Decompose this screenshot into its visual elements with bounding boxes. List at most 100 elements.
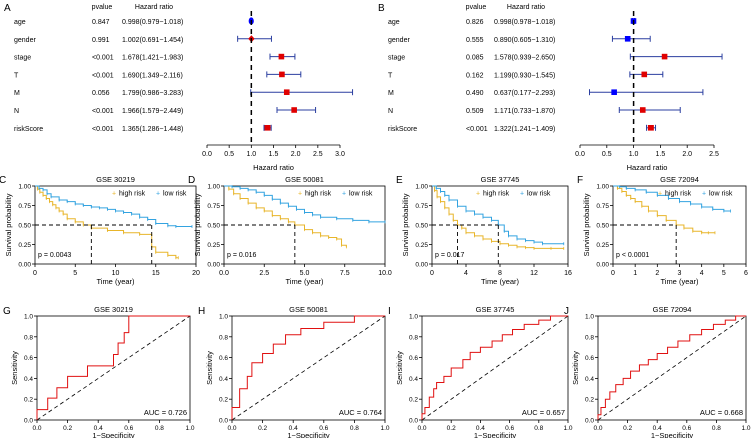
x-tick-label: 0.2 <box>63 425 72 432</box>
y-tick-label: 0.75 <box>596 203 609 210</box>
y-tick-label: 0.00 <box>18 262 31 269</box>
y-tick-label: 0.2 <box>24 397 33 404</box>
x-tick-label: 10.0 <box>378 270 392 277</box>
x-tick-label: 2.5 <box>709 151 719 158</box>
x-tick-label: 0.4 <box>653 425 662 432</box>
y-tick-label: 0.0 <box>219 418 228 425</box>
x-tick-label: 0.0 <box>575 151 585 158</box>
x-tick-label: 0.6 <box>682 425 691 432</box>
panel-label-d: D <box>188 175 195 186</box>
variable-label: T <box>388 72 393 79</box>
x-tick-label: 4 <box>700 270 704 277</box>
x-axis-title: 1−Specificity <box>651 431 694 438</box>
y-tick-label: 0.50 <box>18 223 31 230</box>
hazard-ratio-value: 1.678(1.421−1.983) <box>122 55 183 62</box>
y-tick-label: 0.6 <box>219 355 228 362</box>
hazard-ratio-value: 0.998(0.979−1.018) <box>122 19 183 26</box>
y-tick-label: 1.0 <box>409 314 418 321</box>
x-tick-label: 2.5 <box>259 270 269 277</box>
variable-label: M <box>388 90 394 97</box>
diagonal-reference-line <box>597 315 747 421</box>
x-tick-label: 3 <box>678 270 682 277</box>
x-tick-label: 2.0 <box>682 151 692 158</box>
x-tick-label: 0.8 <box>712 425 721 432</box>
y-tick-label: 1.0 <box>219 314 228 321</box>
x-tick-label: 2 <box>655 270 659 277</box>
x-tick-label: 0.4 <box>289 425 298 432</box>
x-tick-label: 0.2 <box>623 425 632 432</box>
y-tick-label: 0.00 <box>415 262 428 269</box>
y-tick-label: 0.75 <box>415 203 428 210</box>
variable-label: stage <box>388 55 405 62</box>
variable-label: M <box>14 90 20 97</box>
hazard-ratio-value: 0.637(0.177−2.293) <box>494 90 555 97</box>
auc-label: AUC = 0.657 <box>522 408 565 417</box>
variable-label: N <box>388 108 393 115</box>
chart-title: GSE 50081 <box>289 305 328 314</box>
x-axis-title: Hazard ratio <box>253 163 294 172</box>
x-tick-label: 0.6 <box>124 425 133 432</box>
pvalue-value: 0.555 <box>466 37 484 44</box>
diagonal-reference-line <box>36 315 191 421</box>
hazard-ratio-value: 1.002(0.691−1.454) <box>122 37 183 44</box>
hazard-ratio-point <box>264 125 271 131</box>
x-tick-label: 0.8 <box>350 425 359 432</box>
y-axis-title: Sensitivity <box>571 351 580 385</box>
chart-title: GSE 37745 <box>476 305 515 314</box>
legend-low-risk-label: low risk <box>349 191 373 198</box>
pvalue-value: <0.001 <box>92 126 114 133</box>
plot-frame <box>597 315 747 421</box>
x-tick-label: 1.0 <box>629 151 639 158</box>
pvalue-value: 0.991 <box>92 37 110 44</box>
high-risk-curve <box>613 185 715 234</box>
y-tick-label: 0.25 <box>207 242 220 249</box>
x-tick-label: 2.0 <box>291 151 301 158</box>
x-tick-label: 3.0 <box>335 151 345 158</box>
hazard-ratio-point <box>647 125 654 131</box>
variable-label: gender <box>388 37 410 44</box>
chart-title: GSE 72094 <box>660 175 699 184</box>
x-tick-label: 0.0 <box>227 425 236 432</box>
x-tick-label: 1.0 <box>185 425 194 432</box>
y-tick-label: 0.6 <box>409 355 418 362</box>
x-tick-label: 0.8 <box>534 425 543 432</box>
y-axis-title: Survival probability <box>193 193 202 256</box>
x-tick-label: 5.0 <box>300 270 310 277</box>
pvalue-value: <0.001 <box>92 55 114 62</box>
log-rank-pvalue: p = 0.0043 <box>38 252 71 259</box>
log-rank-pvalue: p = 0.017 <box>435 252 464 259</box>
hazard-ratio-value: 0.890(0.605−1.310) <box>494 37 555 44</box>
x-tick-label: 0.0 <box>219 270 229 277</box>
panel-label-g: G <box>3 306 11 317</box>
panel-label-c: C <box>0 175 6 186</box>
y-tick-label: 1.00 <box>596 184 609 191</box>
panel-label-h: H <box>198 306 205 317</box>
pvalue-column-header: pvalue <box>92 4 113 11</box>
log-rank-pvalue: p = 0.016 <box>227 252 256 259</box>
x-tick-label: 1.0 <box>741 425 750 432</box>
y-tick-label: 1.0 <box>585 314 594 321</box>
y-axis-title: Sensitivity <box>395 351 404 385</box>
variable-label: N <box>14 108 19 115</box>
y-axis-title: Sensitivity <box>10 351 19 385</box>
pvalue-value: 0.085 <box>466 55 484 62</box>
y-tick-label: 0.0 <box>409 418 418 425</box>
y-axis-title: Sensitivity <box>205 351 214 385</box>
y-tick-label: 1.00 <box>207 184 220 191</box>
x-tick-label: 0.0 <box>593 425 602 432</box>
y-tick-label: 0.2 <box>409 397 418 404</box>
auc-label: AUC = 0.764 <box>339 408 382 417</box>
y-tick-label: 0.25 <box>415 242 428 249</box>
chart-title: GSE 72094 <box>653 305 692 314</box>
chart-title: GSE 37745 <box>481 175 520 184</box>
pvalue-column-header: pvalue <box>466 4 487 11</box>
y-tick-label: 0.2 <box>219 397 228 404</box>
x-tick-label: 0.0 <box>202 151 212 158</box>
x-tick-label: 15 <box>152 270 160 277</box>
y-tick-label: 0.0 <box>585 418 594 425</box>
y-tick-label: 1.00 <box>415 184 428 191</box>
x-axis-title: Time (year) <box>285 277 324 286</box>
panel-label-b: B <box>378 3 385 14</box>
hazard-ratio-value: 0.998(0.978−1.018) <box>494 19 555 26</box>
y-tick-label: 0.50 <box>207 223 220 230</box>
